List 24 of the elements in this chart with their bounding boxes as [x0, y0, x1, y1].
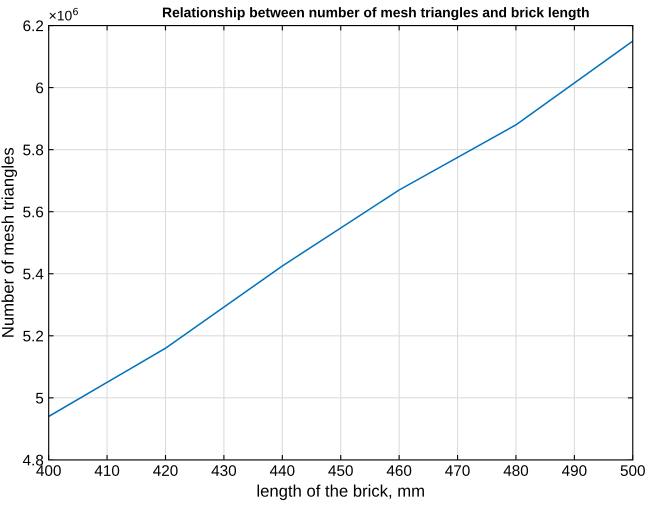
y-axis-title: Number of mesh triangles [1, 148, 18, 337]
x-tick-label: 410 [94, 465, 120, 476]
chart-title: Relationship between number of mesh triangles and brick length [162, 7, 589, 20]
x-tick-label: 480 [504, 465, 528, 476]
y-tick-label: 5.8 [23, 144, 44, 156]
x-tick-label: 440 [270, 465, 294, 476]
x-axis-title: length of the brick, mm [258, 484, 424, 500]
y-tick-label: 5.2 [23, 330, 44, 342]
y-tick-label: 6 [36, 82, 44, 94]
y-tick-label: 5.4 [23, 268, 44, 280]
x-tick-label: 430 [212, 465, 236, 476]
x-tick-label: 460 [386, 465, 412, 476]
x-tick-label: 420 [153, 465, 178, 476]
line-series [48, 40, 633, 418]
y-tick-label: 6.2 [23, 20, 44, 32]
x-tick-label: 490 [562, 465, 587, 476]
x-tick-label: 450 [328, 465, 353, 476]
y-tick-label: 5 [36, 392, 44, 404]
x-tick-label: 500 [620, 465, 645, 476]
x-tick-label: 470 [445, 465, 470, 476]
y-tick-label: 5.6 [23, 206, 44, 218]
y-tick-label: 4.8 [22, 454, 44, 466]
text: ×10$^{6}$ [50, 8, 78, 21]
x-tick-label: 400 [36, 465, 61, 476]
